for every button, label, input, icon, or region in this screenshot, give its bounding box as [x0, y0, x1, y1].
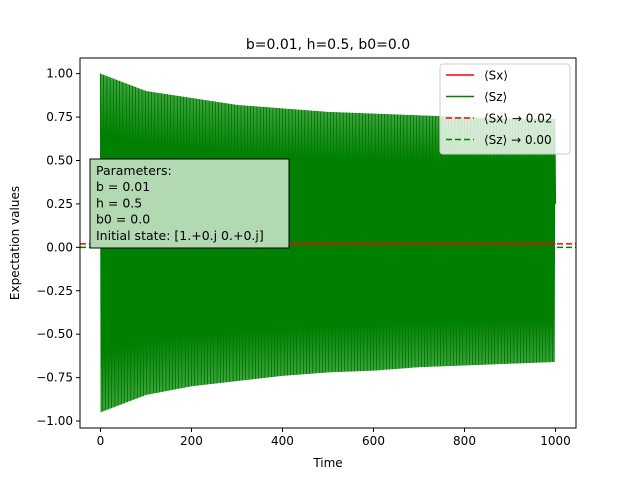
y-tick-label: 0.75 [46, 110, 73, 124]
sz-series-line [99, 73, 557, 413]
x-tick-label: 400 [271, 434, 294, 448]
x-axis: 0 200 400 600 800 1000 [97, 428, 571, 448]
legend: ⟨Sx⟩ ⟨Sz⟩ ⟨Sx⟩ → 0.02 ⟨Sz⟩ → 0.00 [439, 63, 571, 155]
x-axis-label: Time [312, 456, 342, 470]
y-tick-label: 0.25 [46, 197, 73, 211]
y-tick-label: −0.75 [36, 371, 73, 385]
y-tick-label: −0.25 [36, 284, 73, 298]
x-tick-label: 800 [453, 434, 476, 448]
legend-label: ⟨Sx⟩ [484, 69, 508, 83]
legend-frame [439, 63, 571, 155]
legend-label: ⟨Sz⟩ [484, 90, 507, 104]
annotation-background [89, 158, 290, 249]
y-axis: −1.00 −0.75 −0.50 −0.25 0.00 0.25 0.50 0.75 1.00 [36, 67, 80, 428]
annotation-line: h = 0.5 [96, 195, 142, 210]
annotation-line: Initial state: [1.+0.j 0.+0.j] [96, 228, 264, 243]
y-tick-label: −0.50 [36, 327, 73, 341]
x-tick-label: 0 [97, 434, 105, 448]
parameters-annotation: Parameters:b = 0.01h = 0.5 b0 = 0.0Initia… [89, 158, 290, 249]
x-tick-label: 1000 [540, 434, 571, 448]
y-tick-label: 1.00 [46, 67, 73, 81]
x-tick-label: 600 [362, 434, 385, 448]
legend-label: ⟨Sz⟩ → 0.00 [484, 133, 552, 147]
annotation-line: b0 = 0.0 [96, 212, 150, 227]
y-tick-label: 0.00 [46, 240, 73, 254]
y-tick-label: −1.00 [36, 414, 73, 428]
annotation-line: b = 0.01 [96, 179, 150, 194]
legend-label: ⟨Sx⟩ → 0.02 [484, 112, 552, 126]
y-tick-label: 0.50 [46, 153, 73, 167]
y-axis-label: Expectation values [8, 186, 22, 300]
x-tick-label: 200 [180, 434, 203, 448]
axes-frame [79, 57, 577, 429]
chart-title: b=0.01, h=0.5, b0=0.0 [246, 37, 410, 53]
annotation-line: Parameters: [96, 163, 172, 178]
